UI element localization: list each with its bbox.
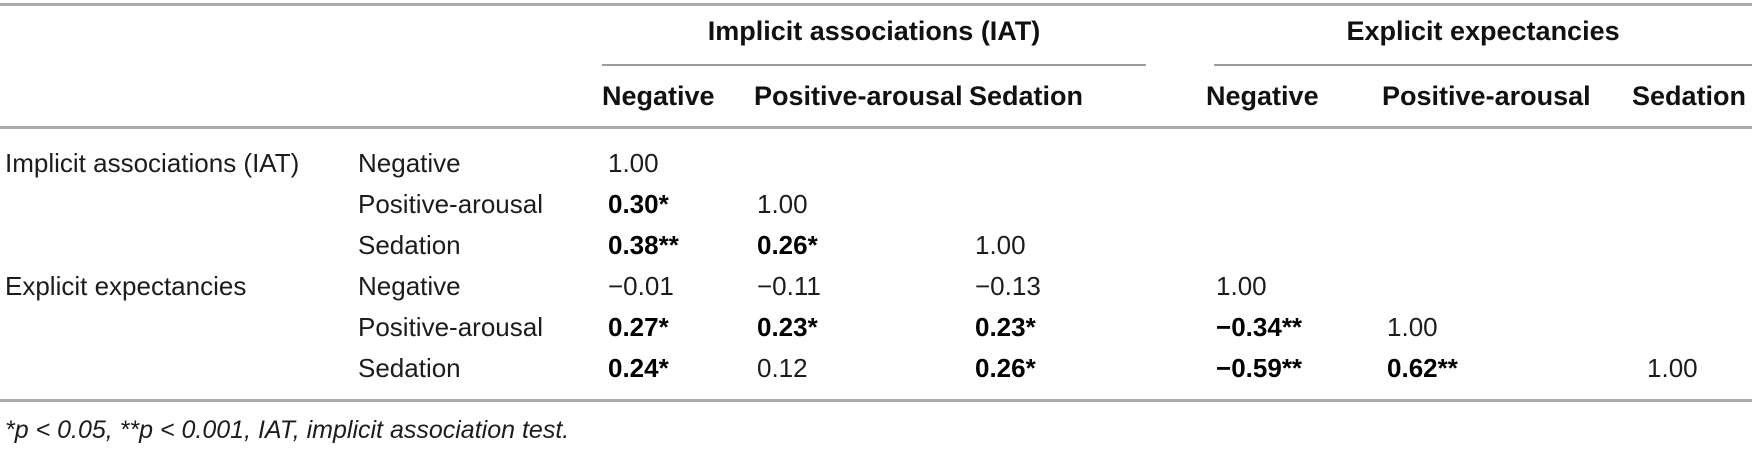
sub-header-blank-cell [0,66,602,129]
correlation-value [1382,128,1632,185]
table-row: Implicit associations (IAT) Negative 1.00 [0,128,1752,185]
correlation-value: 0.24* [608,353,669,383]
col-header-explicit-positive-arousal: Positive-arousal [1382,66,1633,129]
column-group-header-row: Implicit associations (IAT) Explicit exp… [0,5,1752,67]
table-body: Implicit associations (IAT) Negative 1.00 P… [0,128,1752,401]
correlation-value: 0.26* [975,353,1036,383]
column-group-explicit: Explicit expectancies [1206,5,1752,66]
correlation-value: 0.26* [757,230,818,260]
col-header-iat-negative: Negative [602,66,754,129]
correlation-value: 1.00 [1387,312,1438,342]
col-header-iat-sedation: Sedation [969,66,1207,129]
correlation-value [1382,225,1632,266]
row-group-label: Implicit associations (IAT) [5,148,300,178]
column-group-iat-label: Implicit associations (IAT) [707,16,1041,46]
table-footnote: *p < 0.05, **p < 0.001, IAT, implicit as… [5,416,570,444]
correlation-value [1382,184,1632,225]
sub-header-row: Negative Positive-arousal Sedation Negat… [0,66,1752,129]
explicit-spanner-rule: Explicit expectancies [1214,6,1752,66]
correlation-value [1632,307,1752,348]
col-header-iat-positive-arousal: Positive-arousal [754,66,969,129]
row-group-label [0,225,355,266]
column-group-iat: Implicit associations (IAT) [602,5,1206,66]
correlation-value: −0.34** [1216,312,1303,342]
correlation-value [754,128,969,185]
correlation-value: −0.01 [608,271,674,301]
table-row: Sedation 0.24* 0.12 0.26* −0.59** 0.62** 1.00 [0,348,1752,401]
correlation-value: 1.00 [975,230,1026,260]
iat-spanner-rule: Implicit associations (IAT) [602,6,1147,66]
correlation-value: −0.59** [1216,353,1303,383]
correlation-value: 0.27* [608,312,669,342]
correlation-value [969,184,1206,225]
correlation-value: 0.38** [608,230,679,260]
correlation-value: 1.00 [1216,271,1267,301]
row-label: Positive-arousal [358,312,543,342]
row-label: Sedation [358,353,461,383]
correlation-value: 0.12 [757,353,808,383]
row-label: Sedation [358,230,461,260]
col-header-explicit-negative: Negative [1206,66,1383,129]
correlation-value [1206,128,1382,185]
correlation-value: 0.30* [608,189,669,219]
row-label: Negative [358,271,461,301]
correlation-value: 0.62** [1387,353,1458,383]
correlation-value [1632,184,1752,225]
row-group-label [0,184,355,225]
table-row: Explicit expectancies Negative −0.01 −0.11 −… [0,266,1752,307]
correlation-value: 1.00 [1647,353,1698,383]
row-group-label: Explicit expectancies [5,271,247,301]
correlation-value [1206,225,1382,266]
correlation-value: 1.00 [608,148,659,178]
correlation-value: 0.23* [975,312,1036,342]
column-group-explicit-label: Explicit expectancies [1346,16,1620,46]
correlation-value [1632,225,1752,266]
correlation-value: −0.11 [757,271,821,301]
correlation-table: Implicit associations (IAT) Explicit exp… [0,3,1752,402]
table-row: Sedation 0.38** 0.26* 1.00 [0,225,1752,266]
correlation-value [1632,266,1752,307]
table-row: Positive-arousal 0.30* 1.00 [0,184,1752,225]
correlation-value: 1.00 [757,189,808,219]
correlation-value [1206,184,1382,225]
col-header-explicit-sedation: Sedation [1632,66,1752,129]
table-row: Positive-arousal 0.27* 0.23* 0.23* −0.34** 1.… [0,307,1752,348]
correlation-value: −0.13 [975,271,1041,301]
row-group-label [0,348,355,401]
row-group-label [0,307,355,348]
row-label: Negative [358,148,461,178]
correlation-value: 0.23* [757,312,818,342]
correlation-value [1382,266,1632,307]
row-label: Positive-arousal [358,189,543,219]
correlation-value [969,128,1206,185]
correlation-value [1632,128,1752,185]
header-blank-cell [0,5,602,67]
